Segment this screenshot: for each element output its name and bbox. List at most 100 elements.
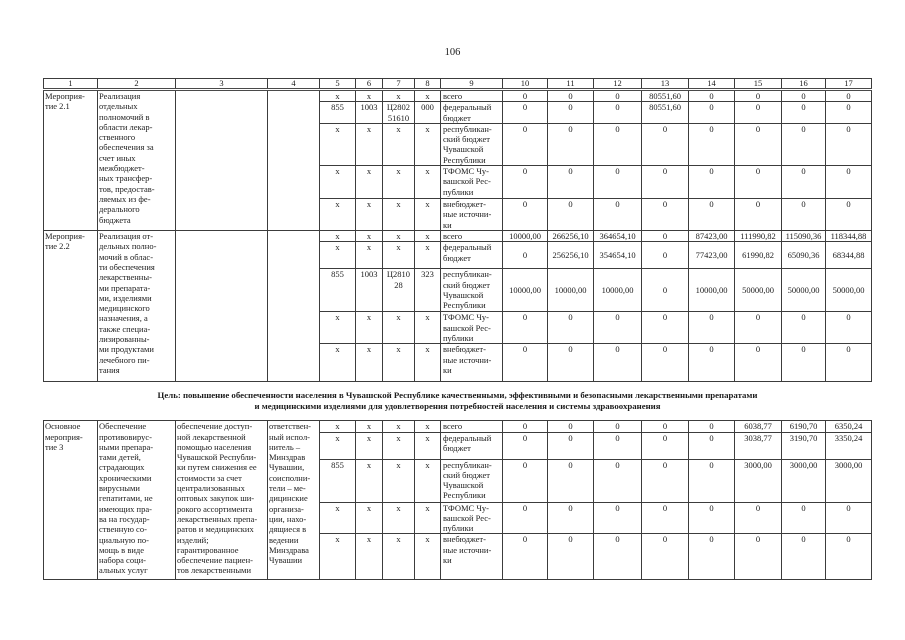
amount-cell: 0	[688, 420, 735, 433]
amount-cell: 0	[502, 198, 548, 232]
amount-cell: 0	[547, 165, 594, 200]
activity-title-cell: Основное мероприя- тие 3	[43, 420, 98, 581]
grbs-code-cell: х	[319, 230, 356, 243]
table-row: х х х х федеральный бюджет 0 0 0 0 0 303…	[44, 431, 872, 460]
amount-cell: 0	[547, 88, 594, 103]
amount-cell: 0	[734, 533, 782, 581]
activity-title-cell: Мероприя- тие 2.2	[43, 230, 98, 383]
grbs-code-cell: х	[319, 501, 356, 535]
amount-cell: 3000,00	[825, 458, 872, 503]
table-row: х х х х внебюджет- ные источни- ки 0 0 0…	[44, 343, 872, 383]
grbs-code-cell: 855	[319, 458, 356, 503]
amount-cell: 256256,10	[547, 241, 594, 270]
table-row: 855 х х х республикан- ский бюджет Чуваш…	[44, 458, 872, 503]
grbs-code-cell: 855	[319, 101, 356, 124]
expense-type-code-cell: х	[414, 501, 441, 535]
amount-cell: 0	[593, 501, 642, 535]
amount-cell: 0	[547, 431, 594, 460]
amount-cell: 0	[734, 101, 782, 124]
amount-cell: 0	[593, 122, 642, 167]
expense-type-code-cell: х	[414, 230, 441, 243]
target-item-code-cell: Ц2802 51610	[382, 101, 415, 124]
amount-cell: 0	[547, 533, 594, 581]
amount-cell: 50000,00	[825, 268, 872, 313]
task-cell	[175, 88, 268, 232]
goal-heading: Цель: повышение обеспеченности населения…	[157, 390, 758, 412]
amount-cell: 0	[734, 165, 782, 200]
amount-cell: 0	[688, 431, 735, 460]
expense-type-code-cell: х	[414, 458, 441, 503]
activity-description-cell: Реализация от- дельных полно- мочий в об…	[97, 230, 176, 383]
amount-cell: 50000,00	[781, 268, 826, 313]
amount-cell: 0	[781, 343, 826, 383]
executor-cell	[267, 88, 320, 232]
grbs-code-cell: 855	[319, 268, 356, 313]
amount-cell: 0	[641, 533, 689, 581]
expense-type-code-cell: х	[414, 165, 441, 200]
section-code-cell: х	[355, 420, 383, 433]
section-code-cell: х	[355, 431, 383, 460]
amount-cell: 0	[688, 343, 735, 383]
amount-cell: 0	[825, 101, 872, 124]
amount-cell: 115090,36	[781, 230, 826, 243]
amount-cell: 50000,00	[734, 268, 782, 313]
amount-cell: 0	[593, 88, 642, 103]
amount-cell: 266256,10	[547, 230, 594, 243]
target-item-code-cell: Ц2810 28	[382, 268, 415, 313]
amount-cell: 0	[781, 533, 826, 581]
amount-cell: 0	[502, 311, 548, 345]
expense-type-code-cell: х	[414, 311, 441, 345]
grbs-code-cell: х	[319, 241, 356, 270]
amount-cell: 0	[825, 533, 872, 581]
section-code-cell: х	[355, 458, 383, 503]
grbs-code-cell: х	[319, 343, 356, 383]
amount-cell: 0	[781, 88, 826, 103]
amount-cell: 0	[641, 241, 689, 270]
column-header-cell: 15	[734, 78, 782, 91]
amount-cell: 0	[593, 343, 642, 383]
amount-cell: 10000,00	[547, 268, 594, 313]
target-item-code-cell: х	[382, 311, 415, 345]
column-header-cell: 4	[267, 78, 320, 91]
amount-cell: 0	[593, 431, 642, 460]
column-header-cell: 6	[355, 78, 383, 91]
target-item-code-cell: х	[382, 165, 415, 200]
table-row: х х х х внебюджет- ные источни- ки 0 0 0…	[44, 198, 872, 232]
section-code-cell: х	[355, 533, 383, 581]
target-item-code-cell: х	[382, 230, 415, 243]
amount-cell: 0	[688, 101, 735, 124]
amount-cell: 0	[502, 501, 548, 535]
column-header-cell: 17	[825, 78, 872, 91]
column-header-cell: 10	[502, 78, 548, 91]
column-header-cell: 11	[547, 78, 594, 91]
section-code-cell: х	[355, 165, 383, 200]
funding-source-cell: всего	[440, 88, 503, 103]
amount-cell: 0	[781, 501, 826, 535]
expense-type-code-cell: х	[414, 198, 441, 232]
amount-cell: 0	[825, 165, 872, 200]
expense-type-code-cell: х	[414, 241, 441, 270]
expense-type-code-cell: х	[414, 533, 441, 581]
amount-cell: 0	[547, 311, 594, 345]
amount-cell: 0	[547, 122, 594, 167]
target-item-code-cell: х	[382, 343, 415, 383]
amount-cell: 0	[734, 343, 782, 383]
amount-cell: 0	[641, 165, 689, 200]
funding-source-cell: всего	[440, 230, 503, 243]
section-code-cell: х	[355, 311, 383, 345]
amount-cell: 0	[641, 198, 689, 232]
funding-source-cell: внебюджет- ные источни- ки	[440, 198, 503, 232]
amount-cell: 6350,24	[825, 420, 872, 433]
amount-cell: 111990,82	[734, 230, 782, 243]
section-code-cell: 1003	[355, 268, 383, 313]
amount-cell: 0	[825, 343, 872, 383]
funding-source-cell: республикан- ский бюджет Чувашской Респу…	[440, 122, 503, 167]
amount-cell: 6038,77	[734, 420, 782, 433]
program-financing-table-continued: Основное мероприя- тие 3 Обеспечение про…	[43, 420, 872, 581]
table-row: х х х х ТФОМС Чу- вашской Рес- публики 0…	[44, 165, 872, 200]
amount-cell: 0	[502, 241, 548, 270]
funding-source-cell: федеральный бюджет	[440, 431, 503, 460]
table-row: х х х х ТФОМС Чу- вашской Рес- публики 0…	[44, 311, 872, 345]
amount-cell: 118344,88	[825, 230, 872, 243]
amount-cell: 0	[641, 122, 689, 167]
